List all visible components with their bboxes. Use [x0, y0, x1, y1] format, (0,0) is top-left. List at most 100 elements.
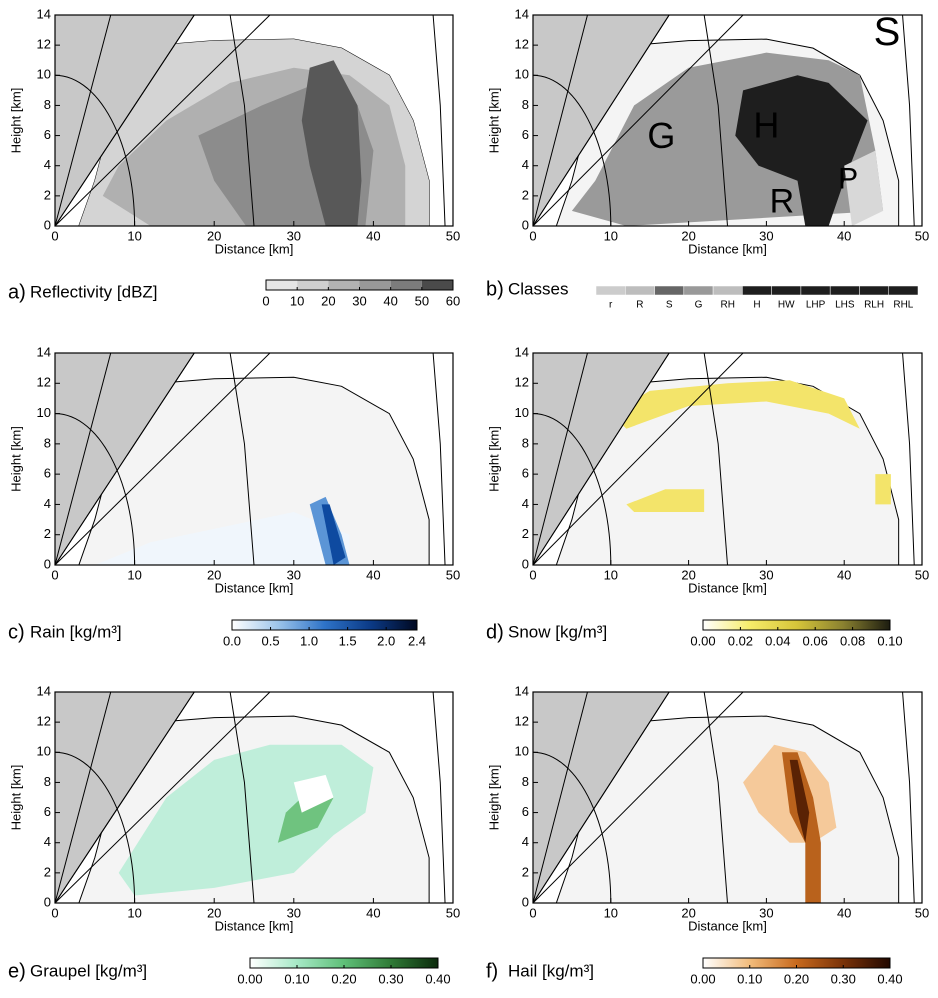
y-tick-label: 4	[522, 496, 529, 511]
beam-line	[533, 15, 588, 226]
colorbar-tick-label: 30	[352, 293, 366, 308]
field-region	[735, 75, 868, 226]
y-tick-label: 8	[44, 97, 51, 112]
class-swatch	[829, 285, 860, 296]
y-tick-label: 12	[515, 375, 529, 390]
field-region	[875, 474, 891, 505]
y-tick-label: 12	[515, 714, 529, 729]
field-region	[301, 60, 362, 226]
y-tick-label: 4	[44, 157, 51, 172]
colorbar-tick-label: 40	[383, 293, 397, 308]
x-tick-label: 20	[681, 567, 695, 582]
colorbar	[703, 958, 890, 968]
class-label: H	[753, 300, 760, 311]
x-axis-label: Distance [km]	[688, 241, 767, 256]
class-label: RH	[721, 300, 735, 311]
beam-line	[533, 692, 670, 903]
y-tick-label: 2	[522, 526, 529, 541]
colorbar-tick-label: 0.20	[331, 971, 356, 986]
class-swatch	[712, 285, 743, 296]
range-arc	[229, 692, 255, 903]
colorbar-tick-label: 60	[446, 293, 460, 308]
class-annotation: S	[874, 10, 901, 54]
y-axis-label: Height [km]	[8, 765, 23, 831]
class-annotation: R	[770, 182, 795, 220]
colorbar-tick-label: 20	[321, 293, 335, 308]
y-tick-label: 2	[44, 187, 51, 202]
y-tick-label: 10	[37, 67, 51, 82]
class-label: G	[695, 300, 703, 311]
y-tick-label: 2	[44, 864, 51, 879]
y-tick-label: 14	[37, 6, 51, 21]
x-tick-label: 10	[604, 905, 618, 920]
range-arc	[432, 15, 446, 226]
range-arc	[533, 751, 612, 903]
plot-frame	[532, 14, 923, 227]
x-tick-label: 10	[127, 567, 141, 582]
x-axis-label: Distance [km]	[215, 918, 294, 933]
panel-title: Rain [kg/m³]	[30, 622, 122, 641]
y-tick-label: 2	[522, 864, 529, 879]
range-arc	[432, 353, 446, 565]
y-tick-label: 14	[515, 344, 529, 359]
beam-line	[533, 15, 670, 226]
field	[533, 15, 915, 226]
y-tick-label: 8	[44, 774, 51, 789]
x-tick-label: 10	[604, 228, 618, 243]
y-tick-label: 0	[522, 556, 529, 571]
x-tick-label: 0	[529, 567, 536, 582]
y-tick-label: 14	[515, 6, 529, 21]
beam-line	[55, 353, 112, 565]
y-tick-label: 12	[515, 37, 529, 52]
x-tick-label: 50	[446, 567, 460, 582]
panel-label: f)	[486, 960, 498, 982]
panel-label: b)	[486, 278, 504, 300]
y-tick-label: 8	[44, 435, 51, 450]
x-tick-label: 0	[529, 905, 536, 920]
class-swatch	[888, 285, 919, 296]
colorbar-step	[390, 280, 422, 290]
colorbar-tick-label: 0.5	[262, 633, 280, 648]
panel: 0 10 20 30 40 50 0 2 4 6 8 10 12 14 Distance [km] Heigh…	[8, 344, 460, 648]
colorbar-step	[421, 280, 453, 290]
colorbar-tick-label: 0.0	[223, 633, 241, 648]
y-tick-label: 10	[515, 744, 529, 759]
x-tick-label: 10	[127, 228, 141, 243]
y-tick-label: 0	[522, 894, 529, 909]
y-tick-label: 12	[37, 37, 51, 52]
colorbar-tick-label: 0.00	[690, 633, 715, 648]
beam-line	[533, 692, 744, 903]
x-axis-label: Distance [km]	[688, 918, 767, 933]
class-swatch	[742, 285, 772, 296]
x-tick-label: 40	[837, 905, 851, 920]
colorbar-tick-label: 0	[262, 293, 269, 308]
x-tick-label: 40	[366, 567, 380, 582]
range-arc	[55, 751, 136, 903]
y-tick-label: 8	[522, 97, 529, 112]
x-tick-label: 50	[915, 905, 929, 920]
panel-title: Classes	[508, 279, 568, 298]
x-tick-label: 30	[287, 228, 301, 243]
beam-line	[55, 692, 271, 903]
colorbar-tick-label: 0.20	[784, 971, 809, 986]
y-tick-label: 14	[37, 344, 51, 359]
class-label: RHL	[893, 300, 913, 311]
beam-line	[55, 692, 112, 903]
x-tick-label: 30	[287, 567, 301, 582]
class-annotation: H	[753, 105, 779, 146]
class-label: HW	[778, 300, 795, 311]
colorbar-tick-label: 0.30	[378, 971, 403, 986]
x-tick-label: 20	[681, 228, 695, 243]
panel: 0 10 20 30 40 50 0 2 4 6 8 10 12 14 Distance [km] Heigh…	[486, 344, 929, 648]
colorbar-tick-label: 0.10	[877, 633, 902, 648]
x-tick-label: 10	[127, 905, 141, 920]
colorbar	[250, 958, 438, 968]
y-tick-label: 12	[37, 714, 51, 729]
range-arc	[229, 353, 255, 565]
y-tick-label: 14	[515, 683, 529, 698]
colorbar-step	[328, 280, 360, 290]
y-axis-label: Height [km]	[8, 88, 23, 154]
x-tick-label: 50	[915, 228, 929, 243]
x-tick-label: 20	[681, 905, 695, 920]
colorbar-tick-label: 0.06	[803, 633, 828, 648]
